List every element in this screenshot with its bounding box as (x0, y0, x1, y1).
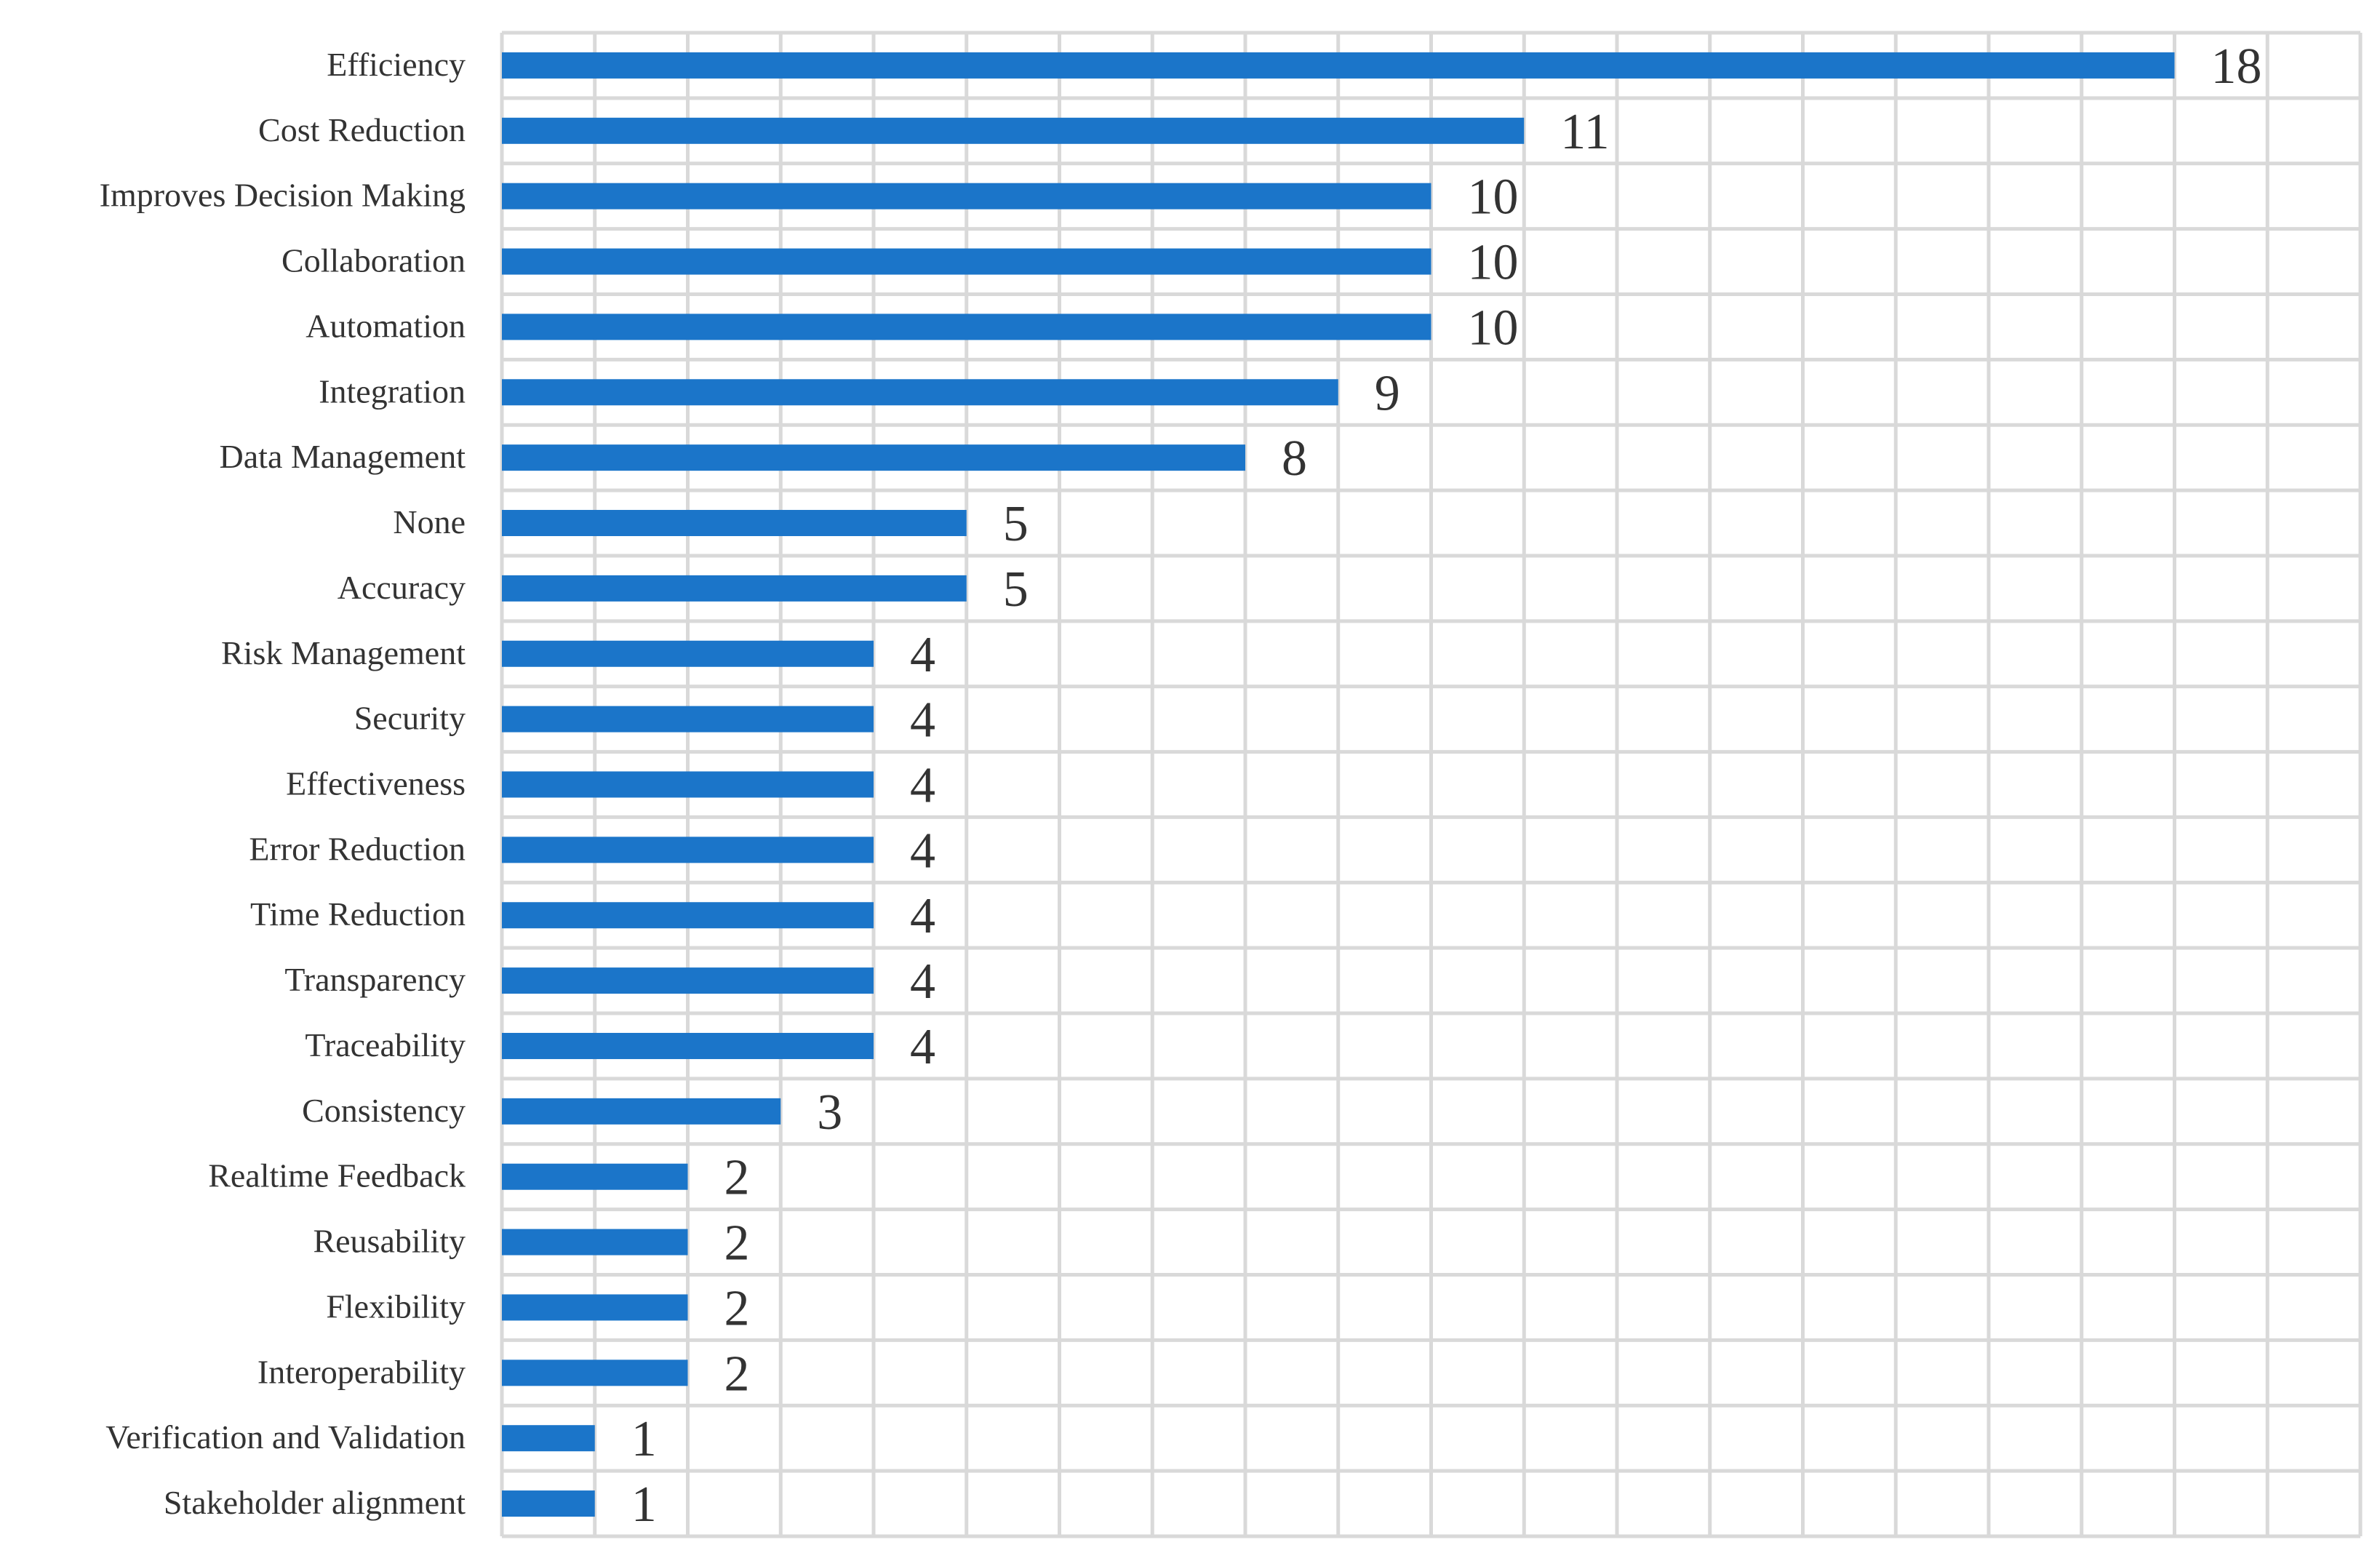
bar (502, 1032, 874, 1059)
bar (502, 444, 1245, 471)
data-label: 2 (724, 1346, 750, 1402)
category-label: Realtime Feedback (208, 1157, 466, 1194)
category-label: Stakeholder alignment (164, 1484, 466, 1521)
category-label: Traceability (305, 1026, 466, 1063)
category-label: Improves Decision Making (100, 177, 466, 214)
category-label: Automation (306, 307, 466, 344)
bars (502, 52, 2175, 1517)
bar (502, 1229, 688, 1255)
bar (502, 771, 874, 798)
data-label: 5 (1003, 496, 1029, 552)
category-label: Error Reduction (249, 830, 466, 867)
bar (502, 1360, 688, 1386)
category-label: Transparency (284, 961, 466, 998)
bar (502, 640, 874, 667)
category-label: Effectiveness (286, 765, 466, 802)
bar (502, 1098, 781, 1125)
category-label: Collaboration (281, 242, 466, 279)
data-label: 5 (1003, 562, 1029, 618)
category-label: Accuracy (338, 569, 466, 606)
data-label: 8 (1282, 431, 1307, 487)
data-label: 4 (910, 692, 935, 748)
data-label: 10 (1468, 169, 1519, 225)
bar (502, 379, 1338, 406)
data-label: 4 (910, 888, 935, 944)
bar (502, 575, 967, 602)
data-label: 4 (910, 823, 935, 879)
data-label: 1 (631, 1477, 657, 1533)
data-label: 10 (1468, 235, 1519, 291)
bar (502, 1163, 688, 1190)
data-label: 11 (1560, 104, 1609, 160)
category-label: Risk Management (221, 634, 466, 671)
category-label: Reusability (313, 1223, 466, 1260)
data-label: 2 (724, 1215, 750, 1271)
data-label: 4 (910, 1019, 935, 1075)
bar (502, 52, 2175, 79)
category-label: Consistency (302, 1092, 466, 1129)
bar (502, 837, 874, 863)
category-label: Integration (319, 372, 466, 410)
category-label: Cost Reduction (258, 111, 466, 148)
data-label: 4 (910, 758, 935, 814)
data-label: 10 (1468, 300, 1519, 356)
bar (502, 117, 1525, 144)
bar (502, 1425, 595, 1452)
data-label: 4 (910, 627, 935, 683)
data-label: 18 (2211, 39, 2262, 95)
category-label: Flexibility (326, 1287, 466, 1325)
data-label: 2 (724, 1150, 750, 1206)
data-label: 1 (631, 1411, 657, 1467)
category-label: Security (354, 700, 466, 737)
bar (502, 183, 1431, 209)
bar (502, 248, 1431, 275)
category-label: Verification and Validation (105, 1418, 466, 1456)
data-label: 3 (817, 1085, 842, 1141)
bar (502, 1490, 595, 1517)
category-labels: Efficiency Cost Reduction Improves Decisio… (100, 46, 466, 1521)
category-label: Data Management (220, 438, 466, 475)
data-label: 9 (1375, 365, 1400, 421)
bar (502, 706, 874, 732)
category-label: Time Reduction (250, 895, 466, 933)
bar (502, 510, 967, 537)
data-label: 4 (910, 954, 935, 1010)
data-label: 2 (724, 1280, 750, 1336)
bar (502, 314, 1431, 340)
bar (502, 902, 874, 929)
category-label: None (393, 503, 466, 540)
category-label: Interoperability (257, 1353, 466, 1390)
bar (502, 967, 874, 994)
category-label: Efficiency (327, 46, 466, 83)
bar (502, 1294, 688, 1321)
